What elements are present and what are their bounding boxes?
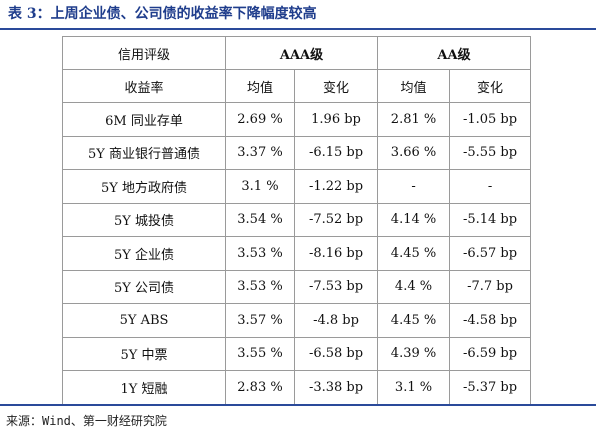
bond-type-cell: 5Y ABS [62,303,226,338]
header-aaa: AAA级 [224,36,379,70]
source-note: 来源：Wind、第一财经研究院 [6,414,167,428]
aa-mean-cell: 4.45 % [377,303,451,338]
aa-mean-cell: 4.14 % [377,202,451,237]
bond-type-cell: 6M 同业存单 [62,102,226,137]
yield-table: 信用评级 AAA级 AA级 收益率 均值 变化 均值 变化 6M 同业存单 2.6… [62,36,532,405]
table-row: 5Y 中票 3.55 % -6.58 bp 4.39 % -6.59 bp [62,336,532,371]
yield-table-body: 信用评级 AAA级 AA级 收益率 均值 变化 均值 变化 6M 同业存单 2.6… [62,36,532,405]
header-aaa-change: 变化 [293,69,379,103]
aa-change-cell: -6.57 bp [449,236,532,271]
table-row: 5Y 公司债 3.53 % -7.53 bp 4.4 % -7.7 bp [62,269,532,304]
table-row: 5Y 商业银行普通债 3.37 % -6.15 bp 3.66 % -5.55 bp [62,135,532,170]
aaa-mean-cell: 3.37 % [225,135,295,170]
aaa-mean-cell: 2.83 % [225,370,295,405]
aaa-mean-cell: 3.54 % [225,202,295,237]
header-aa: AA级 [377,36,532,70]
bond-type-cell: 5Y 企业债 [62,236,226,271]
table-row: 6M 同业存单 2.69 % 1.96 bp 2.81 % -1.05 bp [62,102,532,137]
bond-type-cell: 5Y 城投债 [62,202,226,237]
aa-change-cell: -6.59 bp [449,336,532,371]
aa-change-cell: - [449,169,532,204]
table-row: 5Y 地方政府债 3.1 % -1.22 bp - - [62,169,532,204]
aa-mean-cell: 2.81 % [377,102,451,137]
aa-change-cell: -1.05 bp [449,102,532,137]
aa-mean-cell: - [377,169,451,204]
header-aaa-mean: 均值 [225,69,295,103]
aaa-change-cell: -6.58 bp [293,336,379,371]
aaa-mean-cell: 3.1 % [225,169,295,204]
aaa-change-cell: -7.52 bp [293,202,379,237]
aaa-change-cell: 1.96 bp [293,102,379,137]
aaa-change-cell: -7.53 bp [293,269,379,304]
aa-change-cell: -5.14 bp [449,202,532,237]
title-rule [0,28,596,30]
header-yield: 收益率 [62,69,226,103]
aaa-mean-cell: 3.55 % [225,336,295,371]
table-row: 1Y 短融 2.83 % -3.38 bp 3.1 % -5.37 bp [62,370,532,405]
bond-type-cell: 1Y 短融 [62,370,226,405]
header-aa-change: 变化 [449,69,532,103]
aa-change-cell: -4.58 bp [449,303,532,338]
aa-mean-cell: 3.1 % [377,370,451,405]
header-row-rating: 信用评级 AAA级 AA级 [62,36,532,70]
aaa-change-cell: -3.38 bp [293,370,379,405]
aaa-mean-cell: 2.69 % [225,102,295,137]
bond-type-cell: 5Y 中票 [62,336,226,371]
aaa-change-cell: -1.22 bp [293,169,379,204]
table-row: 5Y ABS 3.57 % -4.8 bp 4.45 % -4.58 bp [62,303,532,338]
aaa-change-cell: -4.8 bp [293,303,379,338]
aa-mean-cell: 4.45 % [377,236,451,271]
aaa-mean-cell: 3.53 % [225,236,295,271]
aaa-mean-cell: 3.53 % [225,269,295,304]
aa-mean-cell: 3.66 % [377,135,451,170]
table-title: 表 3：上周企业债、公司债的收益率下降幅度较高 [8,6,317,22]
table-row: 5Y 企业债 3.53 % -8.16 bp 4.45 % -6.57 bp [62,236,532,271]
aaa-change-cell: -6.15 bp [293,135,379,170]
aa-change-cell: -5.37 bp [449,370,532,405]
header-credit-rating: 信用评级 [62,36,226,70]
bond-type-cell: 5Y 地方政府债 [62,169,226,204]
bond-type-cell: 5Y 商业银行普通债 [62,135,226,170]
bond-type-cell: 5Y 公司债 [62,269,226,304]
aa-change-cell: -5.55 bp [449,135,532,170]
table-row: 5Y 城投债 3.54 % -7.52 bp 4.14 % -5.14 bp [62,202,532,237]
aa-mean-cell: 4.4 % [377,269,451,304]
header-row-metrics: 收益率 均值 变化 均值 变化 [62,69,532,103]
header-aa-mean: 均值 [377,69,451,103]
aa-change-cell: -7.7 bp [449,269,532,304]
footer-rule [0,404,596,406]
aa-mean-cell: 4.39 % [377,336,451,371]
aaa-change-cell: -8.16 bp [293,236,379,271]
aaa-mean-cell: 3.57 % [225,303,295,338]
